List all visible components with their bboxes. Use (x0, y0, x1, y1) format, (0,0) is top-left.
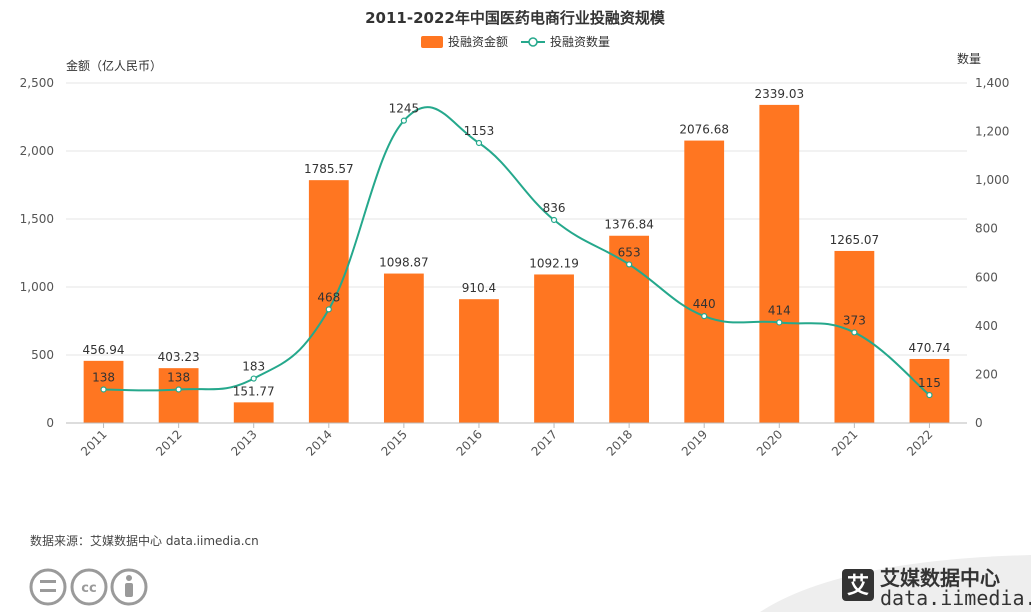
line-value-label: 653 (618, 245, 641, 259)
legend-bar-swatch (421, 36, 443, 48)
line-value-label: 115 (918, 376, 941, 390)
brand-logo-glyph: 艾 (847, 574, 869, 599)
y-left-tick-label: 0 (46, 416, 54, 430)
bars (83, 104, 950, 424)
x-tick-label: 2011 (78, 427, 109, 458)
x-tick-label: 2012 (153, 427, 184, 458)
bar-value-label: 151.77 (233, 384, 275, 398)
line-value-label: 1153 (464, 124, 495, 138)
line-point (250, 375, 257, 382)
y-right-tick-label: 1,000 (975, 173, 1009, 187)
y-left-tick-label: 1,500 (20, 212, 54, 226)
line-value-label: 414 (768, 303, 791, 317)
cc-icon: cc (70, 568, 108, 606)
x-tick-label: 2015 (378, 427, 409, 458)
line-point (626, 261, 633, 268)
bar (459, 299, 499, 423)
brand-url: data.iimedia.cn (880, 586, 1031, 610)
y-right-tick-label: 600 (975, 270, 998, 284)
y-left-axis-title: 金额（亿人民币） (66, 58, 162, 73)
cc-by-icon (110, 568, 148, 606)
x-tick-label: 2014 (303, 427, 334, 458)
line-point (926, 391, 933, 399)
y-right-tick-label: 1,200 (975, 125, 1009, 139)
grid (66, 82, 967, 356)
x-tick-label: 2020 (754, 427, 785, 458)
line-point (776, 319, 783, 326)
x-tick-label: 2016 (454, 427, 485, 458)
brand-footer: 艾 艾媒数据中心 data.iimedia.cn (760, 555, 1031, 612)
bar-value-label: 1098.87 (379, 256, 429, 270)
brand-name: 艾媒数据中心 (880, 566, 1000, 590)
x-tick-label: 2018 (604, 427, 635, 458)
y-right-tick-label: 800 (975, 222, 998, 236)
legend-bar-label: 投融资金额 (448, 34, 508, 49)
bar-value-label: 1376.84 (604, 218, 654, 232)
y-left-tick-label: 1,000 (20, 280, 54, 294)
legend: 投融资金额 投融资数量 (421, 34, 610, 49)
bar (233, 402, 274, 423)
line-value-label: 183 (242, 360, 265, 374)
line-point (325, 306, 332, 313)
bar-value-label: 1785.57 (304, 162, 354, 176)
bar (834, 250, 875, 423)
bar (909, 358, 950, 423)
y-right-tick-label: 0 (975, 416, 983, 430)
cc-nd-icon (29, 568, 67, 606)
bar (534, 274, 574, 423)
y-left-tick-label: 2,500 (20, 76, 54, 90)
line-value-label: 836 (543, 201, 566, 215)
y-right-axis-title: 数量 (957, 51, 981, 66)
bar (383, 273, 424, 423)
chart-title: 2011-2022年中国医药电商行业投融资规模 (365, 9, 666, 27)
line-point (175, 386, 182, 393)
line-point (851, 329, 858, 336)
bar-value-label: 2339.03 (754, 87, 804, 101)
y-left-tick-label: 2,000 (20, 144, 54, 158)
line-path (103, 106, 931, 396)
line-value-label: 138 (92, 370, 115, 384)
brand-logo-icon (842, 569, 874, 601)
y-right-tick-label: 1,400 (975, 76, 1009, 90)
line-value-label: 468 (317, 290, 340, 304)
x-tick-label: 2021 (829, 427, 860, 458)
data-labels: 456.94 403.23 151.77 1785.57 1098.87 910.4 109… (83, 87, 951, 398)
x-tick-label: 2017 (529, 427, 560, 458)
bar-value-label: 2076.68 (679, 123, 729, 137)
bar (308, 180, 349, 423)
x-tick-label: 2013 (228, 427, 259, 458)
y-right-tick-label: 400 (975, 319, 998, 333)
x-tick-label: 2019 (679, 427, 710, 458)
bar (684, 140, 725, 423)
y-right-tick-label: 200 (975, 367, 998, 381)
line-series (100, 106, 933, 399)
bar-value-label: 403.23 (158, 350, 200, 364)
legend-line-label: 投融资数量 (550, 34, 610, 49)
line-point (701, 313, 708, 320)
bar (158, 368, 199, 423)
line-value-label: 373 (843, 313, 866, 327)
line-point (475, 139, 483, 147)
line-point (400, 117, 407, 124)
line-value-label: 1245 (389, 102, 420, 116)
bar-value-label: 1092.19 (529, 256, 579, 270)
y-left-tick-label: 500 (31, 348, 54, 362)
bar (759, 104, 800, 424)
line-point (100, 386, 107, 393)
x-tick-label: 2022 (904, 427, 935, 458)
svg-text:cc: cc (81, 581, 96, 596)
line-value-label: 138 (167, 370, 190, 384)
legend-line-marker (528, 37, 538, 47)
bar-value-label: 456.94 (83, 343, 125, 357)
line-point (550, 216, 558, 224)
license-badges: cc (29, 568, 148, 606)
bar-value-label: 1265.07 (830, 233, 880, 247)
bar-value-label: 910.4 (462, 281, 496, 295)
bar-value-label: 470.74 (908, 341, 950, 355)
line-value-label: 440 (693, 297, 716, 311)
source-note: 数据来源：艾媒数据中心 data.iimedia.cn (30, 533, 259, 548)
